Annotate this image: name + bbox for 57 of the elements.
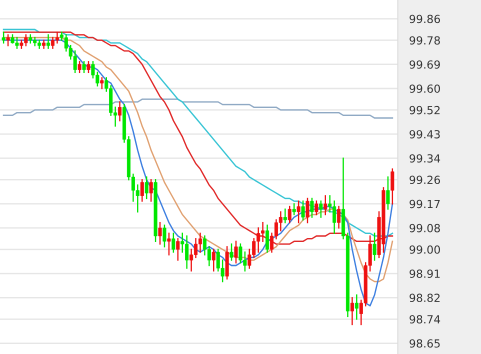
candlestick bbox=[301, 200, 305, 221]
candlestick bbox=[292, 203, 296, 216]
candlestick bbox=[198, 232, 202, 253]
candlestick bbox=[42, 40, 46, 49]
y-tick-label: 99.60 bbox=[410, 84, 440, 93]
candlestick bbox=[310, 198, 314, 218]
y-tick-label: 98.74 bbox=[410, 315, 440, 324]
candlestick bbox=[140, 179, 144, 202]
candlestick bbox=[162, 224, 166, 248]
y-tick-label: 99.69 bbox=[410, 60, 440, 69]
candlestick bbox=[372, 232, 376, 261]
candlestick bbox=[86, 61, 90, 74]
candlestick bbox=[82, 61, 86, 74]
candlestick bbox=[288, 206, 292, 224]
y-tick-label: 99.08 bbox=[410, 224, 440, 232]
candlestick bbox=[306, 198, 310, 224]
candlestick bbox=[144, 176, 148, 200]
candlestick bbox=[158, 222, 162, 245]
y-tick-label: 98.91 bbox=[410, 270, 440, 278]
candlestick bbox=[172, 232, 176, 253]
y-tick-label: 99.52 bbox=[410, 106, 440, 114]
candlestick bbox=[46, 34, 50, 49]
candlestick bbox=[296, 200, 300, 224]
candlestick bbox=[314, 200, 318, 216]
candlestick bbox=[283, 208, 287, 224]
candlestick bbox=[212, 248, 216, 272]
candlestick bbox=[230, 243, 234, 261]
y-tick-label: 98.82 bbox=[410, 294, 440, 302]
candlestick bbox=[118, 101, 122, 122]
candlestick bbox=[6, 34, 10, 46]
candlestick bbox=[354, 294, 358, 320]
y-tick-label: 99.00 bbox=[410, 245, 440, 254]
candlestick bbox=[319, 200, 323, 218]
candlestick bbox=[350, 297, 354, 326]
y-tick-label: 99.86 bbox=[410, 14, 440, 24]
candlestick bbox=[390, 168, 394, 204]
candlestick bbox=[2, 32, 6, 44]
candlestick bbox=[324, 195, 328, 216]
candlestick bbox=[167, 232, 171, 256]
y-tick-label: 99.17 bbox=[410, 200, 440, 208]
candlestick bbox=[55, 32, 59, 44]
candlestick bbox=[194, 238, 198, 258]
candlestick bbox=[100, 77, 104, 90]
candlestick bbox=[78, 61, 82, 74]
y-tick-label: 99.26 bbox=[410, 176, 440, 184]
candlestick bbox=[266, 224, 270, 253]
candlestick bbox=[149, 179, 153, 202]
candlestick bbox=[337, 206, 341, 229]
candlestick bbox=[50, 36, 55, 49]
y-tick-label: 99.43 bbox=[410, 130, 440, 138]
y-tick-label: 98.65 bbox=[410, 339, 440, 348]
candlestick bbox=[176, 238, 180, 261]
line-series bbox=[2, 98, 394, 119]
candlestick bbox=[386, 176, 390, 210]
y-tick-label: 99.34 bbox=[410, 154, 440, 163]
y-tick-label: 99.78 bbox=[410, 36, 440, 45]
candlestick bbox=[234, 240, 238, 264]
